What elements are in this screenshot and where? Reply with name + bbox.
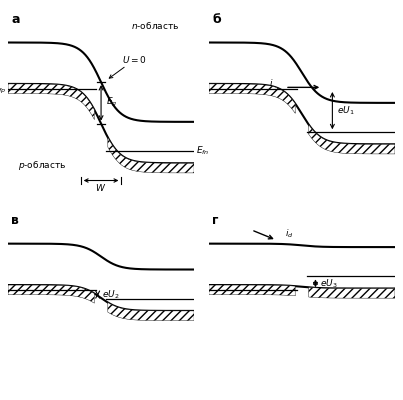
Text: б: б: [212, 13, 221, 26]
Text: $i_d$: $i_d$: [285, 228, 294, 240]
Text: $eU_2$: $eU_2$: [102, 288, 119, 301]
Text: $eU_1$: $eU_1$: [337, 104, 354, 117]
Text: $E_{fn}$: $E_{fn}$: [196, 145, 209, 158]
Text: в: в: [11, 214, 19, 227]
Text: а: а: [11, 13, 20, 26]
Text: $eU_3$: $eU_3$: [320, 277, 337, 290]
Text: г: г: [212, 214, 219, 227]
Text: $i$: $i$: [269, 77, 274, 88]
Text: $p$-область: $p$-область: [18, 160, 66, 172]
Text: $E_{fp}$: $E_{fp}$: [0, 82, 6, 96]
Text: $E_g$: $E_g$: [106, 96, 118, 110]
Text: $W$: $W$: [96, 182, 107, 193]
Text: $U = 0$: $U = 0$: [123, 54, 147, 65]
Text: $n$-область: $n$-область: [131, 20, 179, 31]
